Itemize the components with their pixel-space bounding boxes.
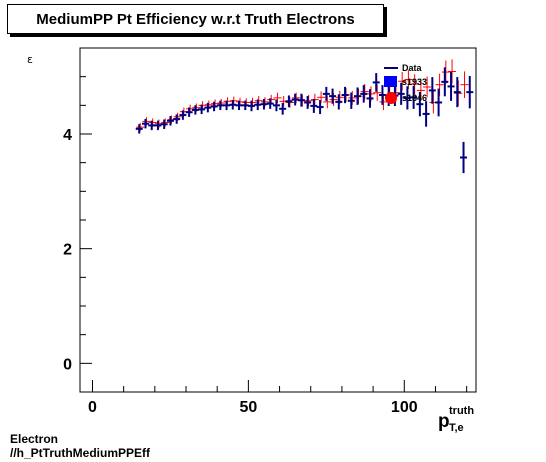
chart-title: MediumPP Pt Efficiency w.r.t Truth Elect… bbox=[7, 4, 384, 34]
data-point bbox=[260, 98, 268, 110]
data-point bbox=[279, 102, 287, 115]
y-axis-label: ε bbox=[27, 53, 33, 66]
data-marks bbox=[135, 59, 474, 174]
data-point bbox=[285, 95, 293, 108]
data-point bbox=[347, 92, 355, 109]
data-point bbox=[235, 100, 243, 111]
data-point bbox=[247, 100, 255, 112]
data-point bbox=[316, 100, 324, 115]
data-point bbox=[453, 77, 461, 108]
legend-label: s1933 bbox=[402, 77, 427, 87]
data-point bbox=[354, 87, 362, 105]
data-point bbox=[366, 89, 374, 108]
data-point bbox=[141, 118, 149, 129]
data-point bbox=[378, 85, 386, 105]
data-point bbox=[403, 86, 411, 110]
data-point bbox=[166, 116, 174, 126]
legend: Data s1933 s1846 bbox=[384, 63, 427, 104]
data-point bbox=[254, 99, 262, 111]
x-axis-label-sub: T,e bbox=[449, 422, 464, 434]
data-point bbox=[241, 100, 249, 111]
legend-label: Data bbox=[402, 63, 423, 73]
data-point bbox=[460, 141, 468, 174]
data-point bbox=[322, 86, 330, 101]
data-point bbox=[185, 107, 193, 117]
data-point bbox=[341, 86, 349, 104]
x-axis-label-sup: truth bbox=[449, 405, 474, 417]
data-point bbox=[210, 101, 218, 112]
data-point bbox=[291, 93, 299, 106]
data-point bbox=[466, 75, 474, 109]
data-point bbox=[229, 100, 237, 110]
data-point bbox=[297, 93, 305, 107]
y-tick-label: 4 bbox=[63, 127, 72, 144]
data-point bbox=[191, 105, 199, 115]
data-point bbox=[329, 88, 337, 104]
axes: 0 50 100 0 2 4 bbox=[63, 76, 468, 416]
data-point bbox=[422, 101, 430, 127]
x-axis-label-main: p bbox=[438, 411, 450, 432]
data-point bbox=[179, 110, 187, 120]
data-point bbox=[435, 88, 443, 117]
data-point bbox=[335, 94, 343, 110]
data-point bbox=[304, 96, 312, 109]
data-point bbox=[135, 124, 143, 134]
data-point bbox=[428, 77, 436, 104]
x-tick-label: 0 bbox=[88, 399, 97, 416]
data-point bbox=[423, 76, 432, 98]
data-point bbox=[216, 100, 224, 111]
data-point bbox=[160, 119, 168, 129]
data-point bbox=[410, 85, 418, 109]
data-point bbox=[173, 114, 181, 124]
data-point bbox=[447, 71, 455, 101]
data-point bbox=[416, 92, 424, 117]
footer-line-1: Electron bbox=[10, 432, 59, 446]
data-point bbox=[460, 71, 469, 99]
y-tick-label: 2 bbox=[63, 242, 72, 259]
y-tick-label: 0 bbox=[63, 356, 72, 373]
data-point bbox=[360, 85, 368, 103]
x-axis-label: p bbox=[438, 411, 450, 432]
data-point bbox=[397, 82, 405, 105]
data-point bbox=[441, 67, 449, 97]
data-point bbox=[204, 102, 212, 113]
data-point bbox=[223, 100, 231, 111]
data-point bbox=[148, 120, 156, 131]
data-point bbox=[266, 98, 274, 109]
data-point bbox=[310, 98, 318, 113]
x-tick-label: 100 bbox=[391, 399, 418, 416]
x-tick-label: 50 bbox=[239, 399, 257, 416]
data-point bbox=[154, 120, 162, 131]
legend-label: s1846 bbox=[402, 93, 427, 103]
data-point bbox=[404, 70, 413, 89]
footer-line-2: //h_PtTruthMediumPPEff bbox=[10, 446, 151, 460]
data-point bbox=[372, 73, 380, 92]
data-point bbox=[272, 99, 280, 112]
data-point bbox=[198, 104, 206, 115]
legend-s1846-swatch bbox=[385, 92, 397, 104]
legend-s1933-swatch bbox=[384, 76, 397, 87]
